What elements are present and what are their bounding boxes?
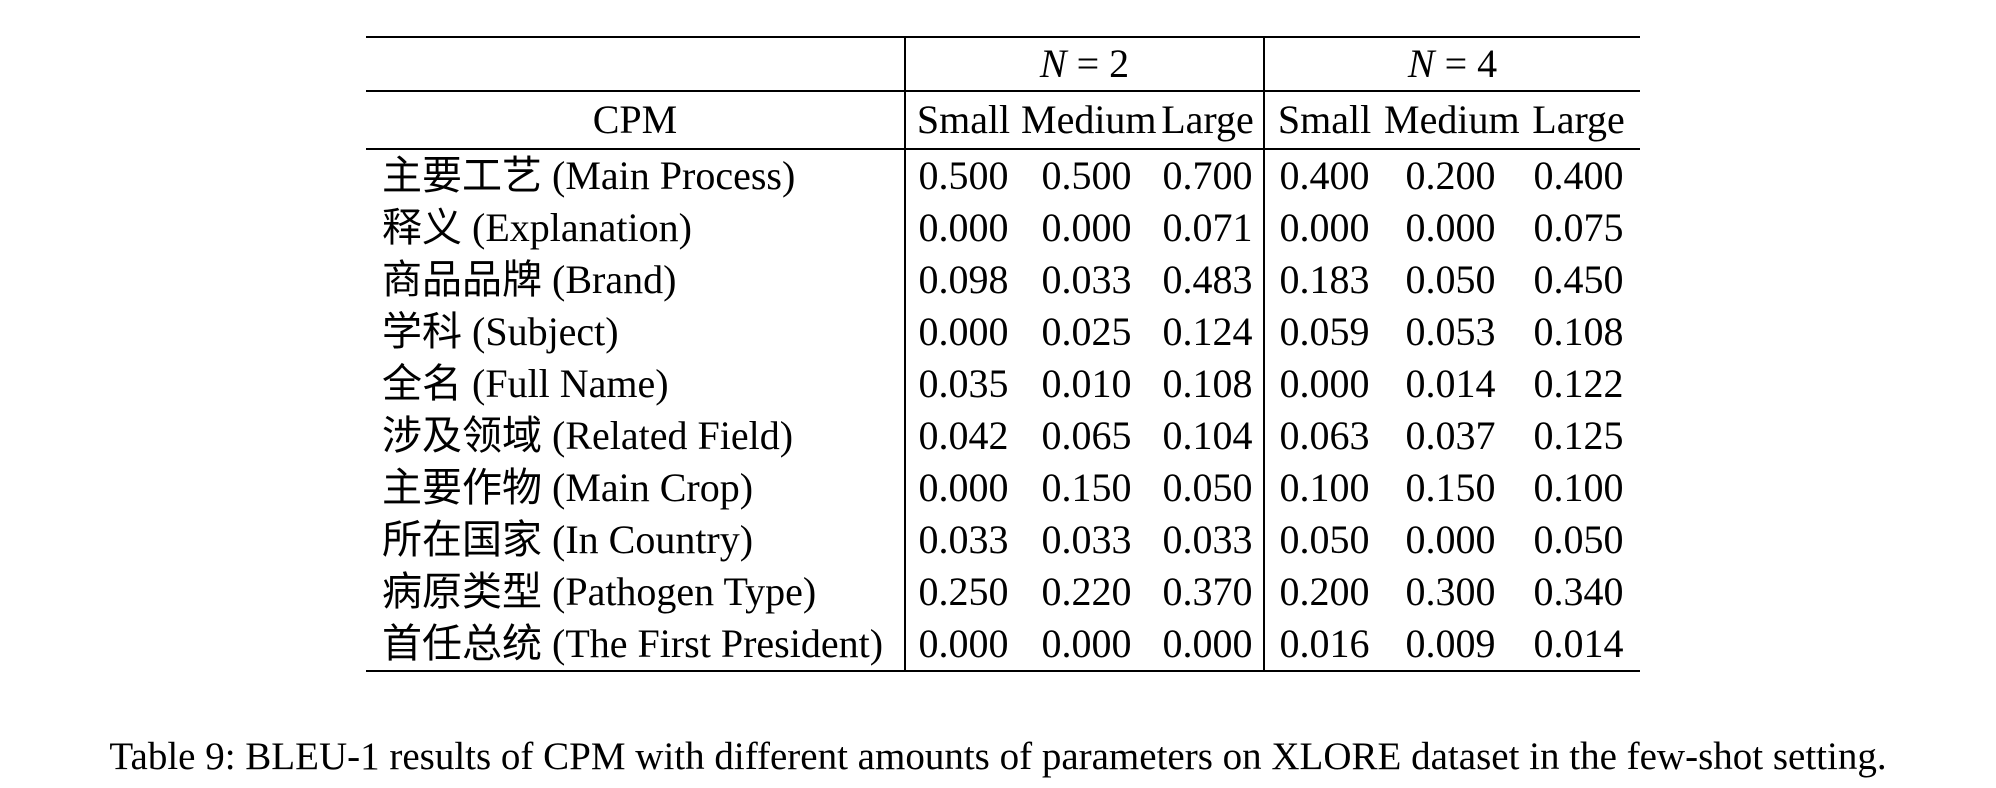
metric-value: 0.014 xyxy=(1533,621,1624,666)
metric-value: 0.042 xyxy=(904,410,1021,462)
metric-value: 0.370 xyxy=(1162,569,1253,614)
metric-value: 0.108 xyxy=(1533,309,1624,354)
corner-cell xyxy=(366,37,905,92)
metric-value: 0.000 xyxy=(1041,621,1132,666)
metric-value: 0.108 xyxy=(1162,361,1253,406)
group-header-n2: N = 2 xyxy=(903,37,1265,92)
row-label: 主要工艺 (Main Process) xyxy=(382,153,796,198)
metric-value: 0.000 xyxy=(1263,358,1385,410)
metric-value: 0.000 xyxy=(1041,205,1132,250)
table-row: 主要工艺 (Main Process) 0.500 0.500 0.700 0.… xyxy=(366,149,1640,202)
table-row: 商品品牌 (Brand) 0.098 0.033 0.483 0.183 0.0… xyxy=(366,254,1640,306)
table-row: 所在国家 (In Country) 0.033 0.033 0.033 0.05… xyxy=(366,514,1640,566)
metric-value: 0.033 xyxy=(1162,517,1253,562)
metric-value: 0.250 xyxy=(904,566,1021,618)
metric-value: 0.150 xyxy=(1041,465,1132,510)
group-header-row: N = 2 N = 4 xyxy=(366,37,1641,92)
metric-value: 0.000 xyxy=(904,618,1021,671)
metric-value: 0.033 xyxy=(1041,257,1132,302)
metric-value: 0.050 xyxy=(1162,465,1253,510)
metric-value: 0.098 xyxy=(904,254,1021,306)
metric-value: 0.000 xyxy=(904,462,1021,514)
metric-value: 0.124 xyxy=(1162,309,1253,354)
metric-value: 0.037 xyxy=(1405,413,1496,458)
metric-value: 0.122 xyxy=(1533,361,1624,406)
group-header-n4-rest: = 4 xyxy=(1434,41,1498,86)
metric-value: 0.016 xyxy=(1263,618,1385,671)
math-var-n: N xyxy=(1407,41,1435,86)
metric-value: 0.025 xyxy=(1041,309,1132,354)
metric-value: 0.063 xyxy=(1263,410,1385,462)
column-header-medium-n4: Medium xyxy=(1384,91,1520,150)
metric-value: 0.200 xyxy=(1263,566,1385,618)
metric-value: 0.000 xyxy=(1405,517,1496,562)
metric-value: 0.483 xyxy=(1162,257,1253,302)
column-header-large-n2: Large xyxy=(1152,91,1265,150)
metric-value: 0.050 xyxy=(1405,257,1496,302)
table-caption: Table 9: BLEU-1 results of CPM with diff… xyxy=(109,735,1887,778)
metric-value: 0.400 xyxy=(1263,149,1385,202)
metric-value: 0.104 xyxy=(1162,413,1253,458)
metric-value: 0.125 xyxy=(1533,413,1624,458)
metric-value: 0.500 xyxy=(904,149,1021,202)
table-row: 全名 (Full Name) 0.035 0.010 0.108 0.000 0… xyxy=(366,358,1640,410)
metric-value: 0.014 xyxy=(1405,361,1496,406)
metric-value: 0.071 xyxy=(1162,205,1253,250)
row-label: 释义 (Explanation) xyxy=(382,205,692,250)
column-header-small-n4: Small xyxy=(1263,91,1385,150)
metric-value: 0.000 xyxy=(1405,205,1496,250)
table-row: 首任总统 (The First President) 0.000 0.000 0… xyxy=(366,618,1640,671)
metric-value: 0.035 xyxy=(904,358,1021,410)
metric-value: 0.183 xyxy=(1263,254,1385,306)
column-header-large-n4: Large xyxy=(1517,91,1641,150)
table-row: 涉及领域 (Related Field) 0.042 0.065 0.104 0… xyxy=(366,410,1640,462)
metric-value: 0.220 xyxy=(1041,569,1132,614)
column-header-cpm: CPM xyxy=(366,91,905,150)
metric-value: 0.450 xyxy=(1533,257,1624,302)
metric-value: 0.400 xyxy=(1533,153,1624,198)
table-row: 病原类型 (Pathogen Type) 0.250 0.220 0.370 0… xyxy=(366,566,1640,618)
metric-value: 0.053 xyxy=(1405,309,1496,354)
metric-value: 0.050 xyxy=(1263,514,1385,566)
row-label: 主要作物 (Main Crop) xyxy=(382,465,754,510)
group-header-n4: N = 4 xyxy=(1263,37,1641,92)
row-label: 全名 (Full Name) xyxy=(382,361,669,406)
row-label: 首任总统 (The First President) xyxy=(382,621,884,666)
row-label: 所在国家 (In Country) xyxy=(382,517,754,562)
metric-value: 0.065 xyxy=(1041,413,1132,458)
metric-value: 0.100 xyxy=(1533,465,1624,510)
table-row: 学科 (Subject) 0.000 0.025 0.124 0.059 0.0… xyxy=(366,306,1640,358)
metric-value: 0.200 xyxy=(1405,153,1496,198)
column-header-medium-n2: Medium xyxy=(1021,91,1157,150)
metric-value: 0.500 xyxy=(1041,153,1132,198)
metric-value: 0.059 xyxy=(1263,306,1385,358)
metric-value: 0.000 xyxy=(904,306,1021,358)
group-header-n2-rest: = 2 xyxy=(1066,41,1130,86)
column-header-small-n2: Small xyxy=(904,91,1021,150)
results-table: N = 2 N = 4 CPM Small Medium Large Small… xyxy=(366,36,1641,672)
table-row: 释义 (Explanation) 0.000 0.000 0.071 0.000… xyxy=(366,202,1640,254)
metric-value: 0.000 xyxy=(1162,621,1253,666)
table-row: 主要作物 (Main Crop) 0.000 0.150 0.050 0.100… xyxy=(366,462,1640,514)
metric-value: 0.300 xyxy=(1405,569,1496,614)
metric-value: 0.700 xyxy=(1162,153,1253,198)
metric-value: 0.000 xyxy=(904,202,1021,254)
sub-header-row: CPM Small Medium Large Small Medium Larg… xyxy=(366,91,1641,150)
metric-value: 0.050 xyxy=(1533,517,1624,562)
metric-value: 0.075 xyxy=(1533,205,1624,250)
row-label: 涉及领域 (Related Field) xyxy=(382,413,794,458)
metric-value: 0.010 xyxy=(1041,361,1132,406)
metric-value: 0.340 xyxy=(1533,569,1624,614)
metric-value: 0.100 xyxy=(1263,462,1385,514)
metric-value: 0.033 xyxy=(1041,517,1132,562)
metric-value: 0.009 xyxy=(1405,621,1496,666)
row-label: 病原类型 (Pathogen Type) xyxy=(382,569,817,614)
math-var-n: N xyxy=(1039,41,1067,86)
row-label: 商品品牌 (Brand) xyxy=(382,257,677,302)
row-label: 学科 (Subject) xyxy=(382,309,619,354)
metric-value: 0.150 xyxy=(1405,465,1496,510)
metric-value: 0.033 xyxy=(904,514,1021,566)
metric-value: 0.000 xyxy=(1263,202,1385,254)
